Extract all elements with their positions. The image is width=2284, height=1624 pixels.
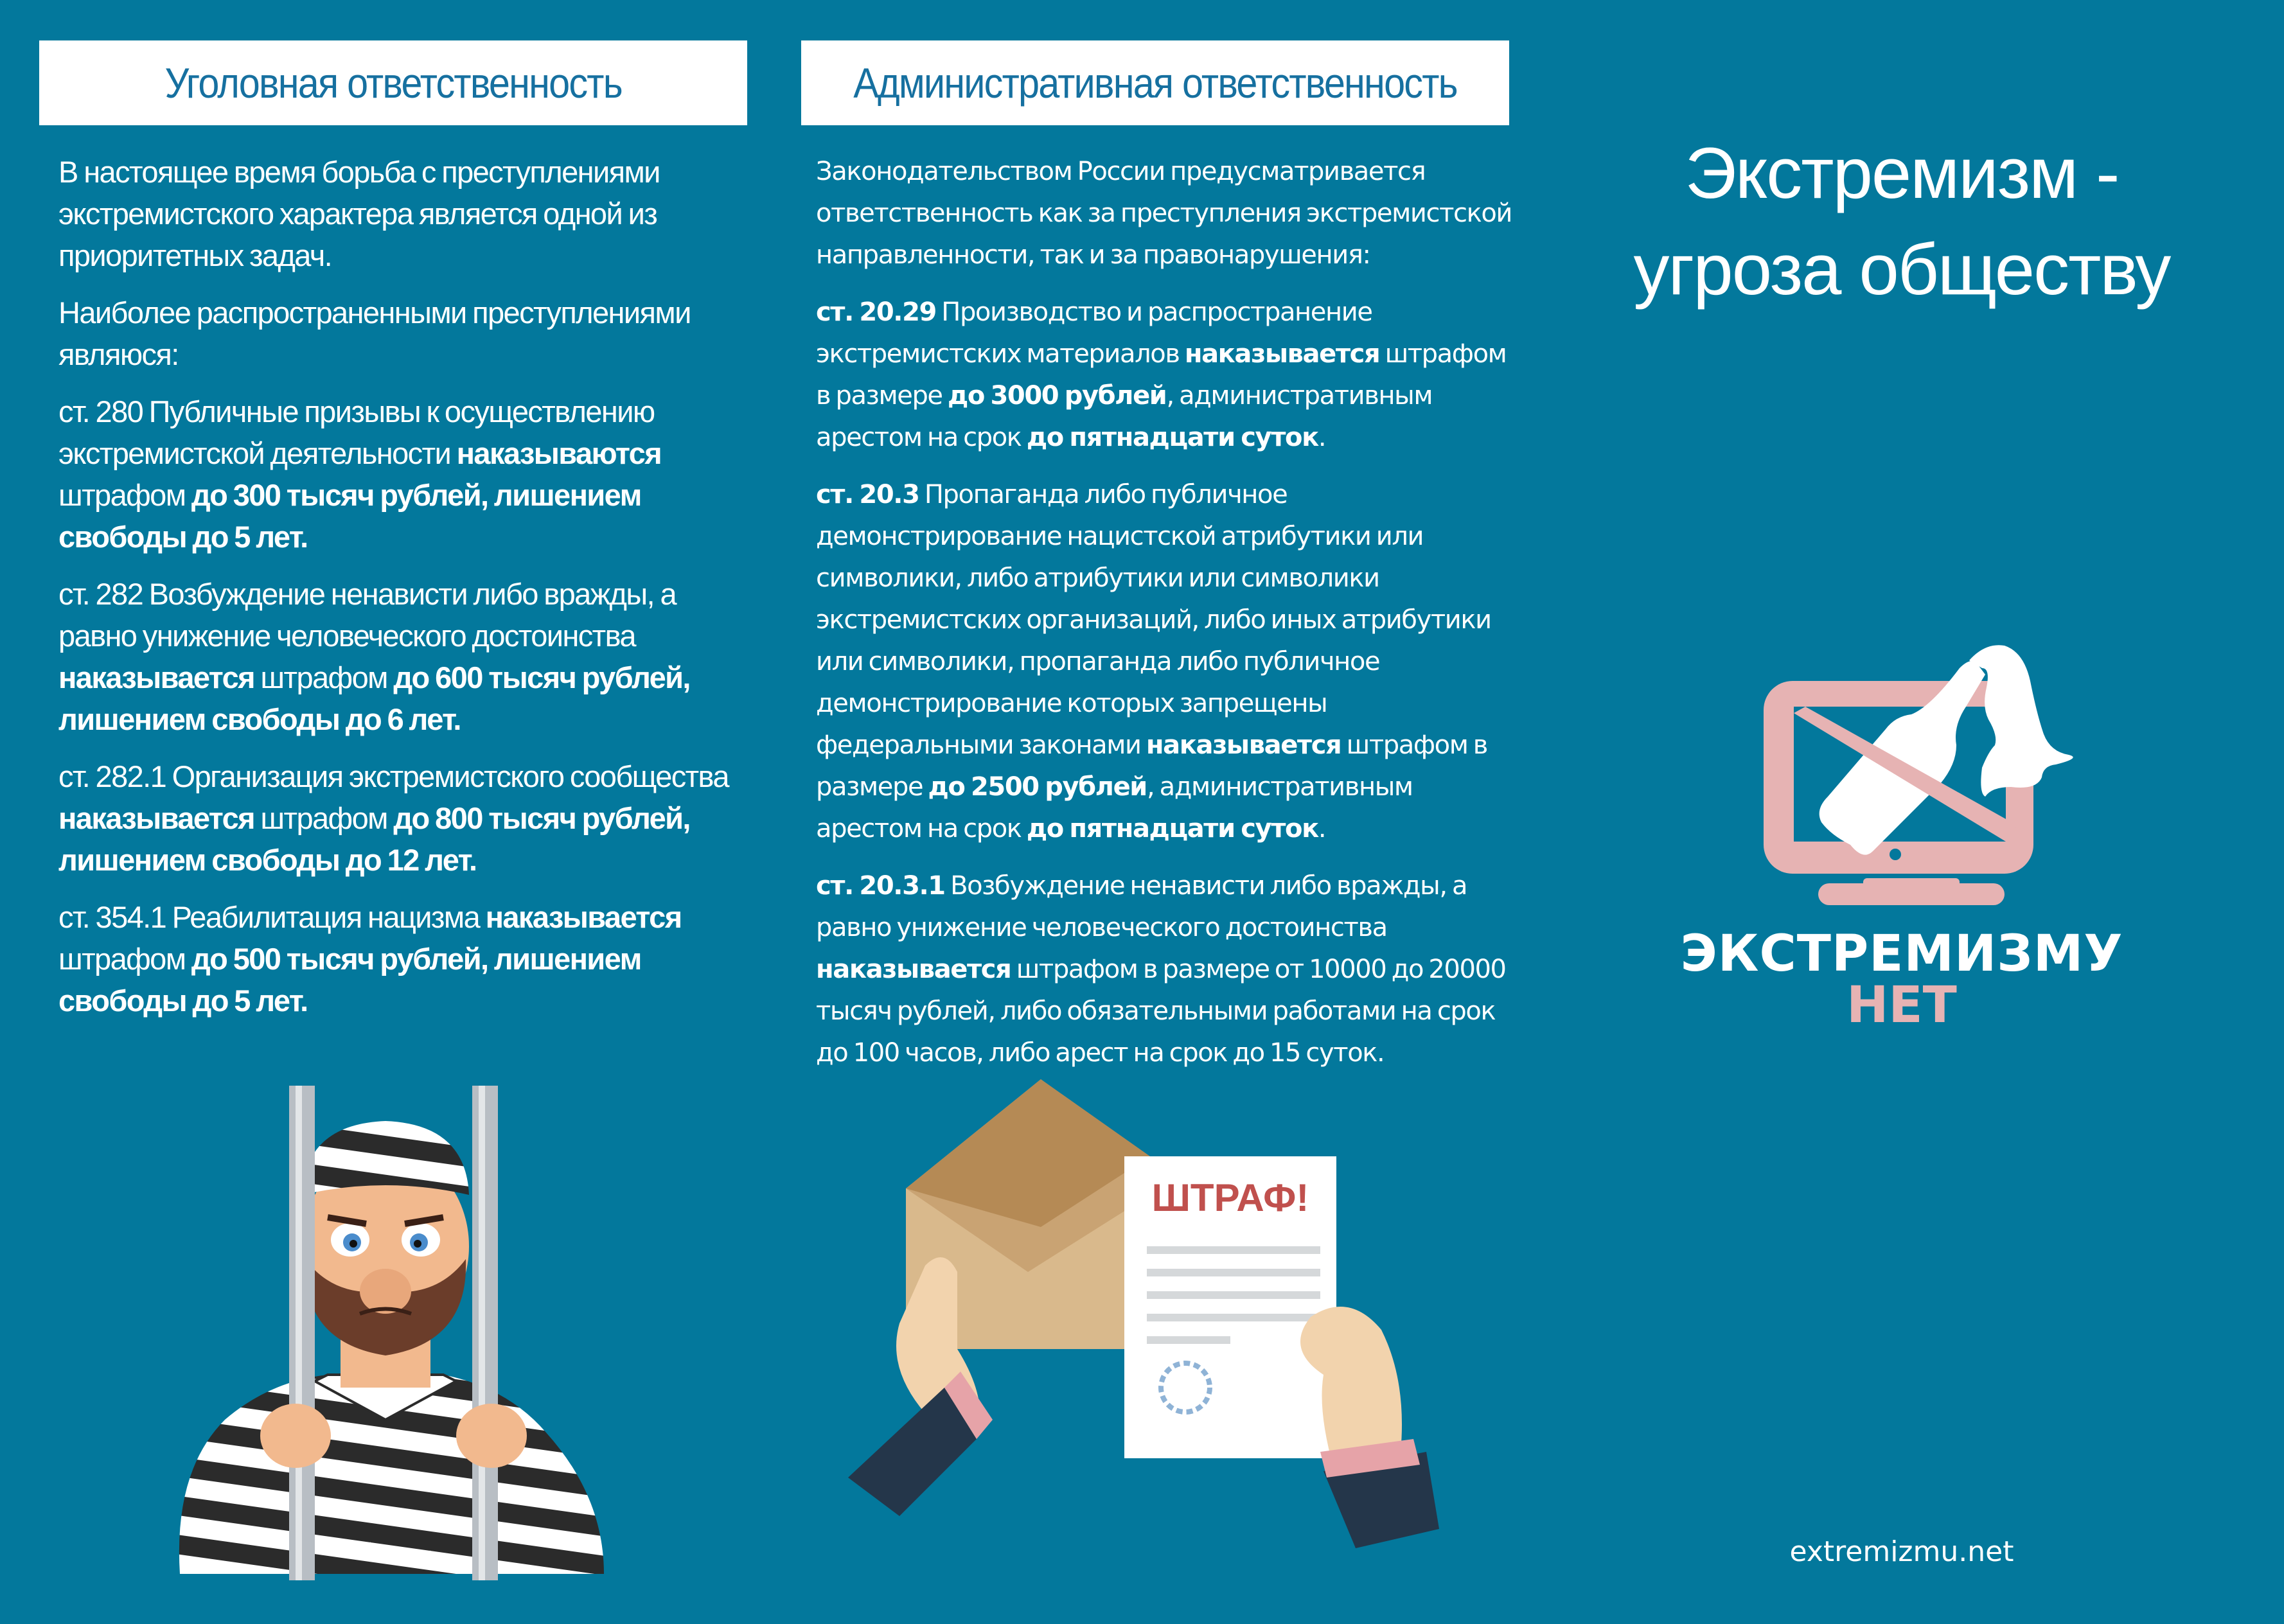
emphasis-text: наказывается: [816, 955, 1012, 984]
title-line: Экстремизм -: [1685, 133, 2120, 213]
emphasis-text: до пятнадцати суток: [1026, 814, 1319, 843]
paragraph: ст. 282 Возбуждение ненависти либо вражд…: [58, 573, 749, 740]
emphasis-text: до 300 тысяч рублей, лишением свободы до…: [58, 478, 642, 554]
body-text: ст. 282: [58, 577, 144, 611]
header-text: Уголовная ответственность: [164, 59, 623, 107]
paragraph: ст. 282.1 Организация экстремистского со…: [58, 755, 749, 881]
administrative-liability-header: Административная ответственность: [801, 40, 1509, 125]
emphasis-text: ст. 20.3.1: [816, 871, 946, 901]
emphasis-text: до 3000 рублей: [947, 381, 1167, 410]
emphasis-text: наказывается: [1184, 339, 1381, 369]
body-text: Наиболее распространенными преступлениям…: [58, 296, 691, 371]
body-text: ст. 280: [58, 394, 144, 428]
body-text: В настоящее время борьба с преступлениям…: [58, 155, 660, 272]
emphasis-text: наказывается: [58, 660, 256, 694]
body-text: , административным арестом на срок: [816, 772, 1413, 843]
administrative-liability-text: Законодательством России предусматривает…: [816, 151, 1516, 1090]
tv-molotov-crossed-icon: [1764, 645, 2073, 905]
body-text: ст. 354.1: [58, 900, 167, 934]
emphasis-text: наказывается: [1146, 730, 1342, 760]
paragraph: ст. 280 Публичные призывы к осуществлени…: [58, 391, 749, 558]
paragraph: Наиболее распространенными преступлениям…: [58, 292, 749, 375]
prisoner-illustration: [179, 1086, 604, 1580]
body-text: Публичные призывы к осуществлению экстре…: [58, 394, 655, 470]
body-text: Возбуждение ненависти либо вражды, а рав…: [816, 871, 1467, 942]
paragraph: ст. 20.29 Производство и распространение…: [816, 292, 1516, 459]
body-text: штрафом в размере: [816, 730, 1488, 802]
emphasis-text: до 800 тысяч рублей, лишением свободы до…: [58, 801, 691, 877]
body-text: Возбуждение ненависти либо вражды, а рав…: [58, 577, 677, 653]
title-line: угроза обществу: [1633, 229, 2172, 310]
emphasis-text: до пятнадцати суток: [1026, 423, 1319, 452]
body-text: штрафом: [254, 660, 394, 694]
logo-text: ЭКСТРЕМИЗМУ: [1680, 925, 2123, 983]
body-text: штрафом в размере от 10000 до 20000 тыся…: [816, 955, 1507, 1068]
body-text: Организация экстремистского сообщества: [166, 759, 730, 793]
body-text: штрафом в размере: [816, 339, 1507, 410]
criminal-liability-text: В настоящее время борьба с преступлениям…: [58, 151, 749, 1037]
body-text: ст. 282.1: [58, 759, 167, 793]
body-text: Пропаганда либо публичное демонстрирован…: [816, 480, 1492, 760]
body-text: , административным арестом на срок: [816, 381, 1433, 452]
emphasis-text: ст. 20.29: [816, 297, 937, 327]
website-link[interactable]: extremizmu.net: [1789, 1535, 2014, 1568]
emphasis-text: до 2500 рублей: [928, 772, 1147, 802]
body-text: Законодательством России предусматривает…: [816, 157, 1512, 270]
header-text: Административная ответственность: [853, 59, 1458, 107]
body-text: .: [1318, 814, 1327, 843]
emphasis-text: до 500 тысяч рублей, лишением свободы до…: [58, 942, 642, 1018]
emphasis-text: наказывается: [485, 900, 683, 934]
body-text: .: [1318, 423, 1327, 452]
fine-label: ШТРАФ!: [1152, 1176, 1309, 1219]
body-text: штрафом: [254, 801, 394, 835]
body-text: штрафом: [58, 478, 191, 512]
emphasis-text: до 600 тысяч рублей, лишением свободы до…: [58, 660, 691, 736]
paragraph: ст. 354.1 Реабилитация нацизма наказывае…: [58, 896, 749, 1021]
body-text: Производство и распространение экстремис…: [816, 297, 1373, 369]
paragraph: В настоящее время борьба с преступлениям…: [58, 151, 749, 276]
paragraph: ст. 20.3.1 Возбуждение ненависти либо вр…: [816, 865, 1516, 1074]
emphasis-text: наказывается: [58, 801, 256, 835]
emphasis-text: наказываются: [456, 436, 662, 470]
emphasis-text: ст. 20.3: [816, 480, 920, 509]
body-text: штрафом: [58, 942, 191, 976]
page-title: Экстремизм - угроза обществу: [1593, 125, 2210, 318]
paragraph: ст. 20.3 Пропаганда либо публичное демон…: [816, 474, 1516, 850]
body-text: Реабилитация нацизма: [166, 900, 486, 934]
criminal-liability-header: Уголовная ответственность: [39, 40, 747, 125]
fine-letter-illustration: ШТРАФ!: [848, 1079, 1439, 1548]
logo-text-accent: НЕТ: [1846, 976, 1957, 1034]
paragraph: Законодательством России предусматривает…: [816, 151, 1516, 276]
